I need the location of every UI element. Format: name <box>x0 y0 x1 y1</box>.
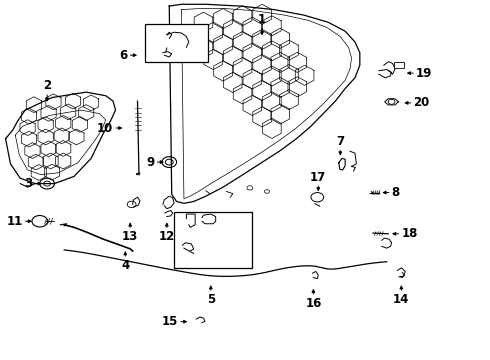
Text: 3: 3 <box>24 177 32 190</box>
Text: 8: 8 <box>392 186 400 199</box>
Text: 7: 7 <box>336 135 344 148</box>
Text: 10: 10 <box>97 122 113 135</box>
Text: 6: 6 <box>120 49 128 62</box>
Bar <box>145 24 208 62</box>
Text: 9: 9 <box>147 156 155 168</box>
Text: 2: 2 <box>43 79 51 92</box>
Text: 15: 15 <box>162 315 178 328</box>
Bar <box>174 212 252 268</box>
Text: 1: 1 <box>258 13 266 26</box>
Text: 13: 13 <box>122 230 138 243</box>
Text: 18: 18 <box>401 227 418 240</box>
Text: 20: 20 <box>414 96 430 109</box>
Text: 12: 12 <box>159 230 175 243</box>
Text: 19: 19 <box>416 67 432 80</box>
Text: 11: 11 <box>6 215 23 228</box>
Text: 5: 5 <box>207 293 215 306</box>
Bar <box>393 62 404 68</box>
Text: 16: 16 <box>305 297 321 310</box>
Text: 14: 14 <box>393 293 410 306</box>
Text: 17: 17 <box>310 171 326 184</box>
Text: 4: 4 <box>121 259 129 272</box>
